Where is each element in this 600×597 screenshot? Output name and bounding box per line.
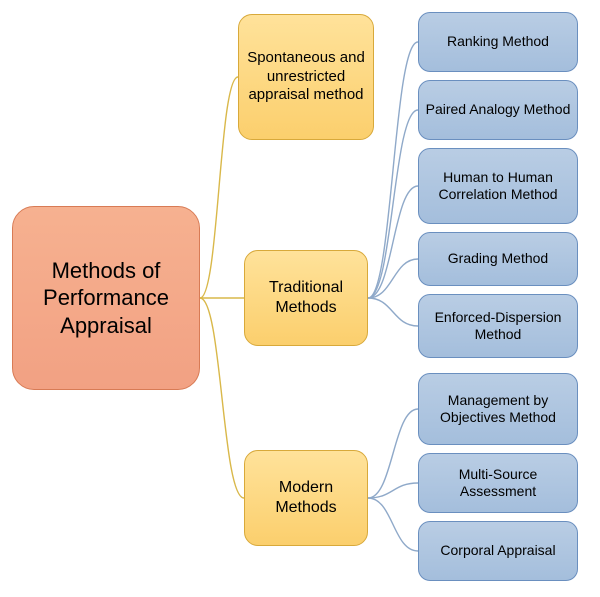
- leaf-label: Human to Human Correlation Method: [425, 169, 571, 204]
- connector: [368, 409, 418, 498]
- leaf-label: Management by Objectives Method: [425, 392, 571, 427]
- connector: [368, 483, 418, 498]
- connector: [368, 42, 418, 298]
- connector: [200, 298, 244, 498]
- leaf-node-traditional-0: Ranking Method: [418, 12, 578, 72]
- category-label: Traditional Methods: [251, 278, 361, 318]
- category-node-spontaneous: Spontaneous and unrestricted appraisal m…: [238, 14, 374, 140]
- category-label: Spontaneous and unrestricted appraisal m…: [245, 49, 367, 105]
- connector: [200, 77, 238, 298]
- leaf-node-traditional-4: Enforced-Dispersion Method: [418, 294, 578, 358]
- connector: [368, 110, 418, 298]
- leaf-label: Grading Method: [448, 250, 548, 268]
- category-node-traditional: Traditional Methods: [244, 250, 368, 346]
- root-label: Methods of Performance Appraisal: [19, 257, 193, 340]
- category-node-modern: Modern Methods: [244, 450, 368, 546]
- category-label: Modern Methods: [251, 478, 361, 518]
- leaf-label: Ranking Method: [447, 33, 549, 51]
- connector: [368, 498, 418, 551]
- leaf-node-traditional-1: Paired Analogy Method: [418, 80, 578, 140]
- leaf-label: Enforced-Dispersion Method: [425, 309, 571, 344]
- leaf-label: Corporal Appraisal: [440, 542, 555, 560]
- leaf-node-modern-0: Management by Objectives Method: [418, 373, 578, 445]
- connector: [368, 298, 418, 326]
- leaf-label: Multi-Source Assessment: [425, 466, 571, 501]
- leaf-label: Paired Analogy Method: [426, 101, 571, 119]
- leaf-node-modern-2: Corporal Appraisal: [418, 521, 578, 581]
- connector: [368, 259, 418, 298]
- root-node-main: Methods of Performance Appraisal: [12, 206, 200, 390]
- leaf-node-traditional-3: Grading Method: [418, 232, 578, 286]
- leaf-node-traditional-2: Human to Human Correlation Method: [418, 148, 578, 224]
- connector: [368, 186, 418, 298]
- leaf-node-modern-1: Multi-Source Assessment: [418, 453, 578, 513]
